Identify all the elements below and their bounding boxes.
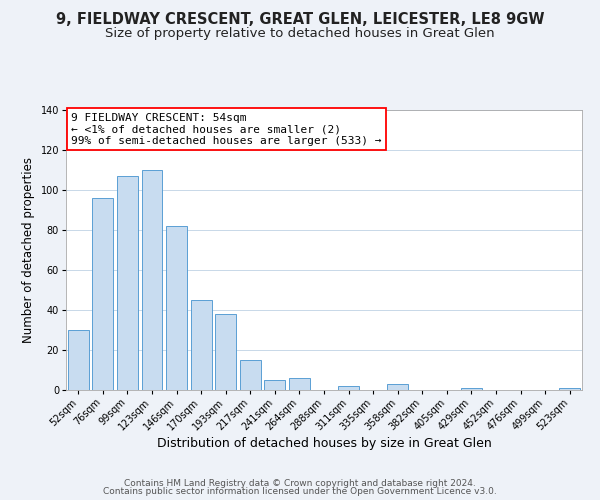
Bar xyxy=(166,226,187,390)
Text: 9 FIELDWAY CRESCENT: 54sqm
← <1% of detached houses are smaller (2)
99% of semi-: 9 FIELDWAY CRESCENT: 54sqm ← <1% of deta… xyxy=(71,113,382,146)
Text: 9, FIELDWAY CRESCENT, GREAT GLEN, LEICESTER, LE8 9GW: 9, FIELDWAY CRESCENT, GREAT GLEN, LEICES… xyxy=(56,12,544,28)
Bar xyxy=(559,388,580,390)
Bar xyxy=(142,170,163,390)
Bar xyxy=(68,330,89,390)
Bar xyxy=(117,176,138,390)
Bar xyxy=(387,384,408,390)
Bar xyxy=(92,198,113,390)
Bar xyxy=(265,380,286,390)
Text: Contains HM Land Registry data © Crown copyright and database right 2024.: Contains HM Land Registry data © Crown c… xyxy=(124,478,476,488)
Bar xyxy=(338,386,359,390)
Bar xyxy=(240,360,261,390)
Bar xyxy=(289,378,310,390)
Text: Contains public sector information licensed under the Open Government Licence v3: Contains public sector information licen… xyxy=(103,487,497,496)
Bar xyxy=(215,314,236,390)
Bar xyxy=(461,388,482,390)
X-axis label: Distribution of detached houses by size in Great Glen: Distribution of detached houses by size … xyxy=(157,438,491,450)
Y-axis label: Number of detached properties: Number of detached properties xyxy=(22,157,35,343)
Text: Size of property relative to detached houses in Great Glen: Size of property relative to detached ho… xyxy=(105,28,495,40)
Bar xyxy=(191,300,212,390)
